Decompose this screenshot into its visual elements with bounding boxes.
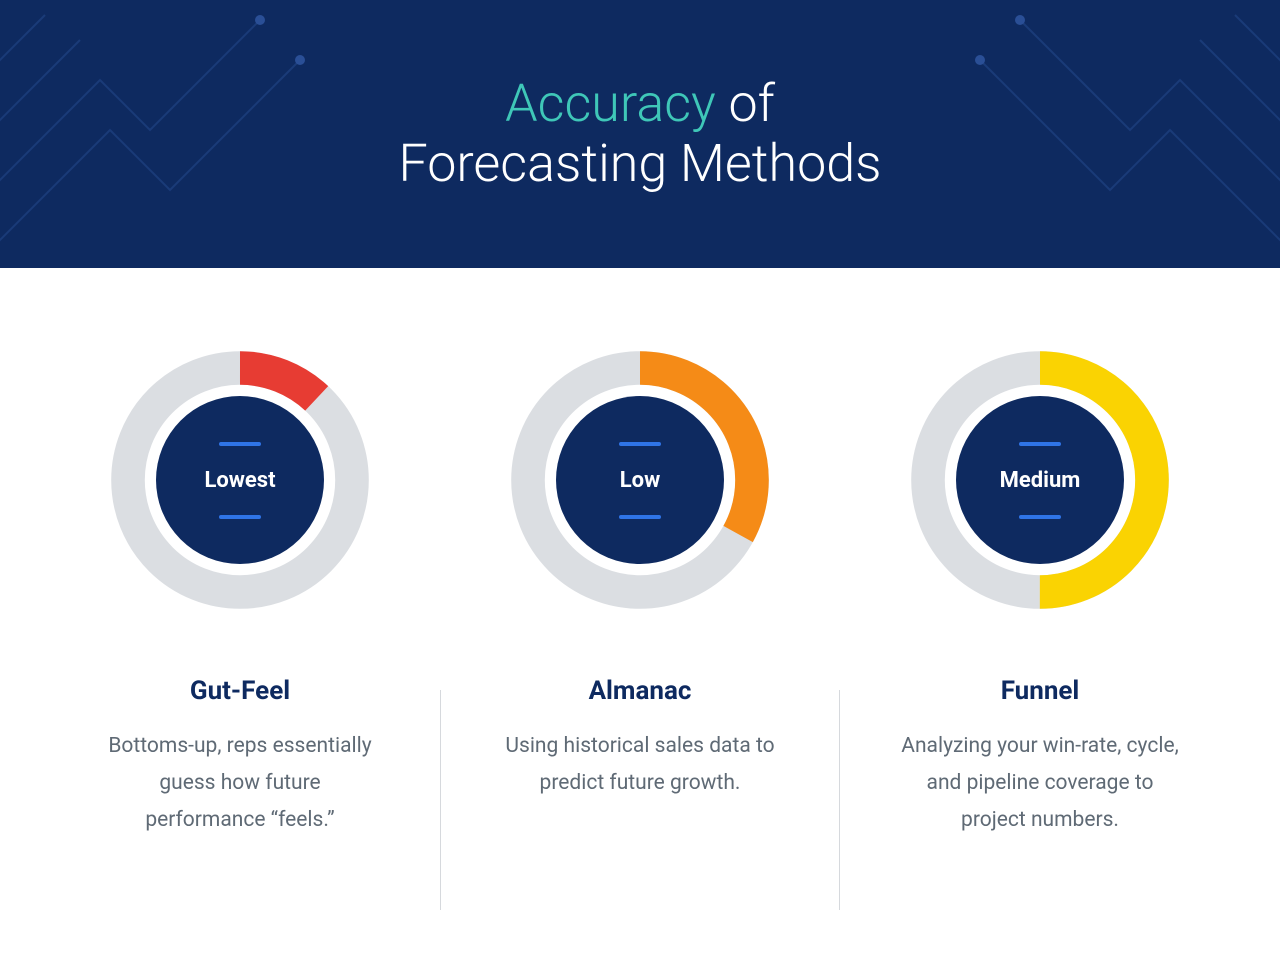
gauge-dash-bottom	[1019, 515, 1061, 519]
gauge-funnel: Medium	[900, 340, 1180, 620]
gauge-center-almanac: Low	[556, 396, 724, 564]
gauge-gut-feel: Lowest	[100, 340, 380, 620]
gauge-dash-bottom	[219, 515, 261, 519]
header-banner: Accuracy of Forecasting Methods	[0, 0, 1280, 268]
method-text-gut-feel: Gut-Feel Bottoms-up, reps essentially gu…	[90, 676, 390, 838]
method-almanac: Low Almanac Using historical sales data …	[490, 340, 790, 838]
gauge-label-almanac: Low	[620, 468, 660, 493]
title-line-1: Accuracy of	[505, 74, 775, 134]
gauge-dash-top	[1019, 442, 1061, 446]
divider-left	[440, 690, 441, 910]
method-name-almanac: Almanac	[500, 676, 780, 706]
method-desc-gut-feel: Bottoms-up, reps essentially guess how f…	[100, 728, 380, 838]
title-rest-1: of	[716, 73, 775, 134]
method-desc-funnel: Analyzing your win-rate, cycle, and pipe…	[900, 728, 1180, 838]
method-text-almanac: Almanac Using historical sales data to p…	[490, 676, 790, 802]
gauge-dash-bottom	[619, 515, 661, 519]
gauge-center-gut-feel: Lowest	[156, 396, 324, 564]
title-line-2: Forecasting Methods	[399, 134, 882, 194]
gauge-center-funnel: Medium	[956, 396, 1124, 564]
title-accent-word: Accuracy	[505, 73, 716, 134]
method-name-funnel: Funnel	[900, 676, 1180, 706]
gauge-dash-top	[619, 442, 661, 446]
divider-right	[839, 690, 840, 910]
method-gut-feel: Lowest Gut-Feel Bottoms-up, reps essenti…	[90, 340, 390, 838]
gauge-label-gut-feel: Lowest	[204, 468, 275, 493]
gauge-label-funnel: Medium	[1000, 468, 1081, 493]
gauge-dash-top	[219, 442, 261, 446]
method-text-funnel: Funnel Analyzing your win-rate, cycle, a…	[890, 676, 1190, 838]
method-desc-almanac: Using historical sales data to predict f…	[500, 728, 780, 802]
method-funnel: Medium Funnel Analyzing your win-rate, c…	[890, 340, 1190, 838]
gauge-almanac: Low	[500, 340, 780, 620]
method-name-gut-feel: Gut-Feel	[100, 676, 380, 706]
methods-row: Lowest Gut-Feel Bottoms-up, reps essenti…	[0, 268, 1280, 838]
